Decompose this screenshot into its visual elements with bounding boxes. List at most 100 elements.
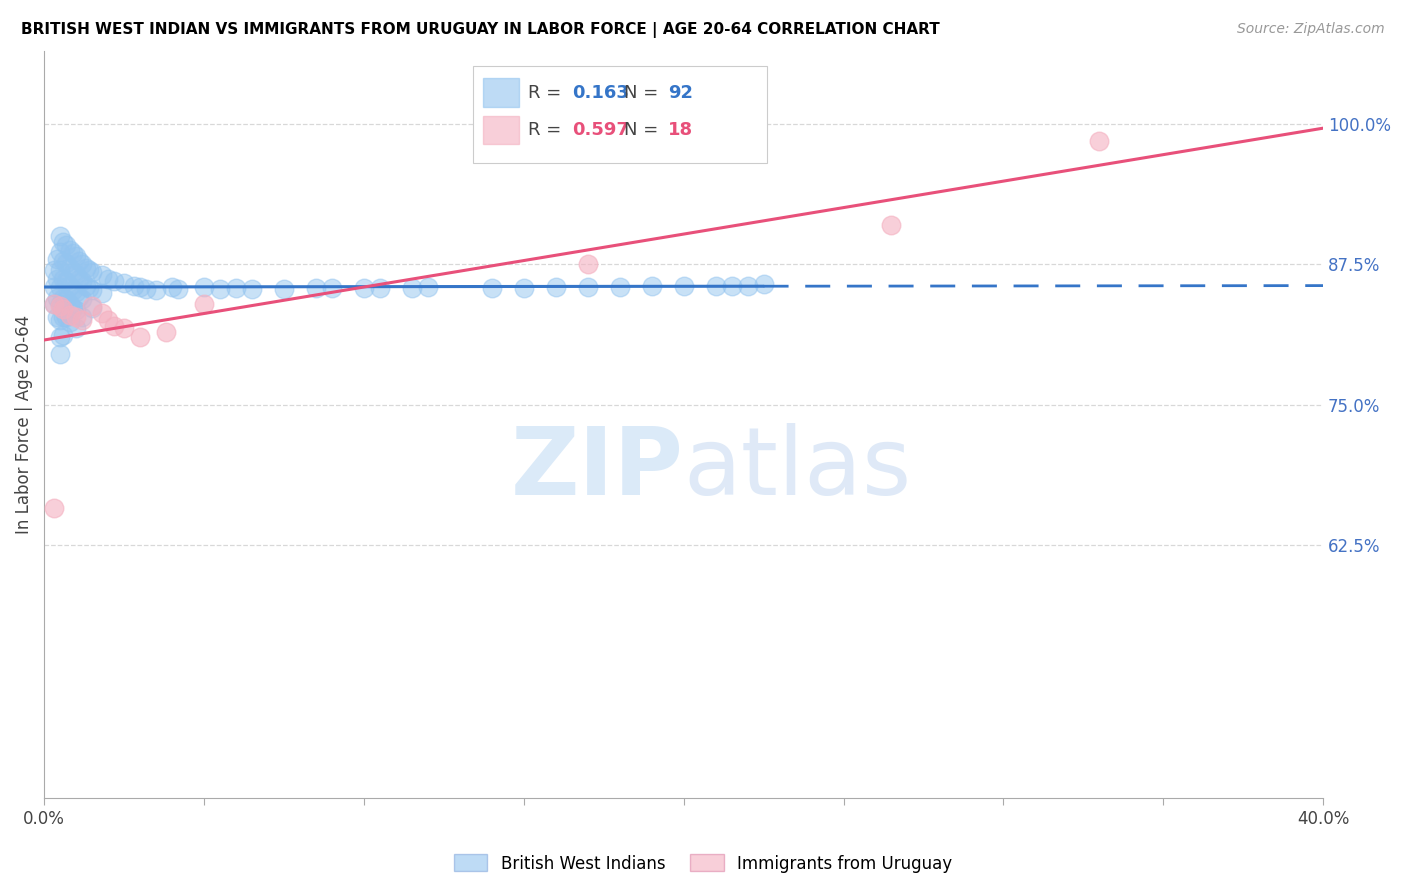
Point bbox=[59, 260, 82, 275]
Point bbox=[103, 274, 125, 288]
Point bbox=[72, 274, 94, 288]
Point bbox=[42, 279, 65, 293]
FancyBboxPatch shape bbox=[482, 78, 519, 107]
Point bbox=[49, 263, 72, 277]
Point bbox=[62, 301, 84, 315]
Point bbox=[129, 330, 152, 344]
Point bbox=[45, 310, 67, 324]
Point bbox=[80, 265, 103, 279]
Point bbox=[193, 279, 215, 293]
Text: R =: R = bbox=[527, 121, 567, 139]
Point bbox=[52, 291, 75, 305]
Point bbox=[55, 274, 77, 288]
Text: 92: 92 bbox=[668, 84, 693, 102]
Point bbox=[103, 319, 125, 334]
Point bbox=[880, 218, 903, 232]
Legend: British West Indians, Immigrants from Uruguay: British West Indians, Immigrants from Ur… bbox=[447, 847, 959, 880]
Point bbox=[49, 347, 72, 361]
Point bbox=[62, 283, 84, 297]
Point bbox=[67, 253, 90, 268]
Point bbox=[1088, 134, 1111, 148]
Point bbox=[42, 501, 65, 516]
Point bbox=[65, 321, 87, 335]
Point bbox=[65, 310, 87, 324]
Point bbox=[45, 291, 67, 305]
Point bbox=[720, 278, 742, 293]
Point bbox=[672, 278, 695, 293]
Point bbox=[45, 252, 67, 266]
Point bbox=[609, 279, 631, 293]
Point bbox=[576, 279, 599, 293]
Point bbox=[55, 292, 77, 306]
Point bbox=[112, 321, 135, 335]
Point bbox=[65, 249, 87, 263]
Point bbox=[167, 282, 190, 296]
Point bbox=[112, 277, 135, 291]
Point bbox=[305, 281, 328, 295]
Point bbox=[65, 303, 87, 318]
Point bbox=[97, 272, 120, 286]
Point bbox=[353, 281, 375, 295]
Point bbox=[80, 299, 103, 313]
Point bbox=[77, 281, 100, 295]
Point bbox=[77, 263, 100, 277]
Point bbox=[49, 299, 72, 313]
Point bbox=[49, 244, 72, 259]
Point bbox=[52, 302, 75, 317]
Point bbox=[80, 283, 103, 297]
Point bbox=[481, 281, 503, 295]
Point bbox=[513, 281, 536, 295]
Point bbox=[42, 296, 65, 310]
Text: N =: N = bbox=[623, 84, 664, 102]
Point bbox=[737, 278, 759, 293]
Text: 0.163: 0.163 bbox=[572, 84, 630, 102]
Point bbox=[90, 286, 112, 301]
Point bbox=[49, 313, 72, 327]
Point bbox=[42, 263, 65, 277]
Point bbox=[75, 278, 97, 293]
Y-axis label: In Labor Force | Age 20-64: In Labor Force | Age 20-64 bbox=[15, 315, 32, 534]
Point bbox=[90, 305, 112, 319]
Point bbox=[59, 314, 82, 328]
Point bbox=[72, 310, 94, 324]
Point bbox=[97, 313, 120, 327]
Point bbox=[59, 308, 82, 322]
FancyBboxPatch shape bbox=[482, 116, 519, 145]
Point bbox=[544, 279, 567, 293]
Point bbox=[752, 277, 775, 292]
Point bbox=[42, 296, 65, 310]
Point bbox=[321, 281, 343, 295]
Point bbox=[240, 282, 263, 296]
Point bbox=[62, 265, 84, 279]
Point bbox=[122, 278, 145, 293]
Point bbox=[576, 257, 599, 271]
Text: ZIP: ZIP bbox=[510, 424, 683, 516]
Point bbox=[145, 283, 167, 297]
Point bbox=[52, 253, 75, 268]
Point bbox=[129, 279, 152, 293]
Point bbox=[52, 328, 75, 343]
Point bbox=[65, 268, 87, 282]
Point bbox=[72, 313, 94, 327]
Point bbox=[52, 310, 75, 324]
Text: 0.597: 0.597 bbox=[572, 121, 630, 139]
Point bbox=[72, 292, 94, 306]
Point bbox=[65, 285, 87, 300]
Point bbox=[640, 278, 662, 293]
Point bbox=[75, 260, 97, 275]
Point bbox=[208, 282, 231, 296]
Point bbox=[273, 282, 295, 296]
Point bbox=[401, 281, 423, 295]
Point bbox=[225, 281, 247, 295]
Point bbox=[67, 272, 90, 286]
Point bbox=[49, 296, 72, 310]
Point bbox=[59, 278, 82, 293]
Point bbox=[49, 279, 72, 293]
Text: atlas: atlas bbox=[683, 424, 912, 516]
Point bbox=[193, 296, 215, 310]
Point bbox=[368, 281, 391, 295]
Point bbox=[67, 290, 90, 304]
Point bbox=[135, 282, 157, 296]
Point bbox=[704, 278, 727, 293]
Text: 18: 18 bbox=[668, 121, 693, 139]
